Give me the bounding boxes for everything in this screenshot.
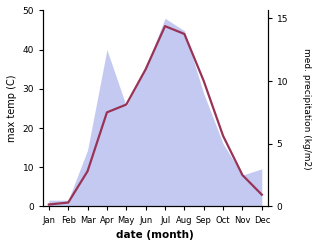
Y-axis label: max temp (C): max temp (C) — [7, 75, 17, 142]
X-axis label: date (month): date (month) — [116, 230, 194, 240]
Y-axis label: med. precipitation (kg/m2): med. precipitation (kg/m2) — [302, 48, 311, 169]
